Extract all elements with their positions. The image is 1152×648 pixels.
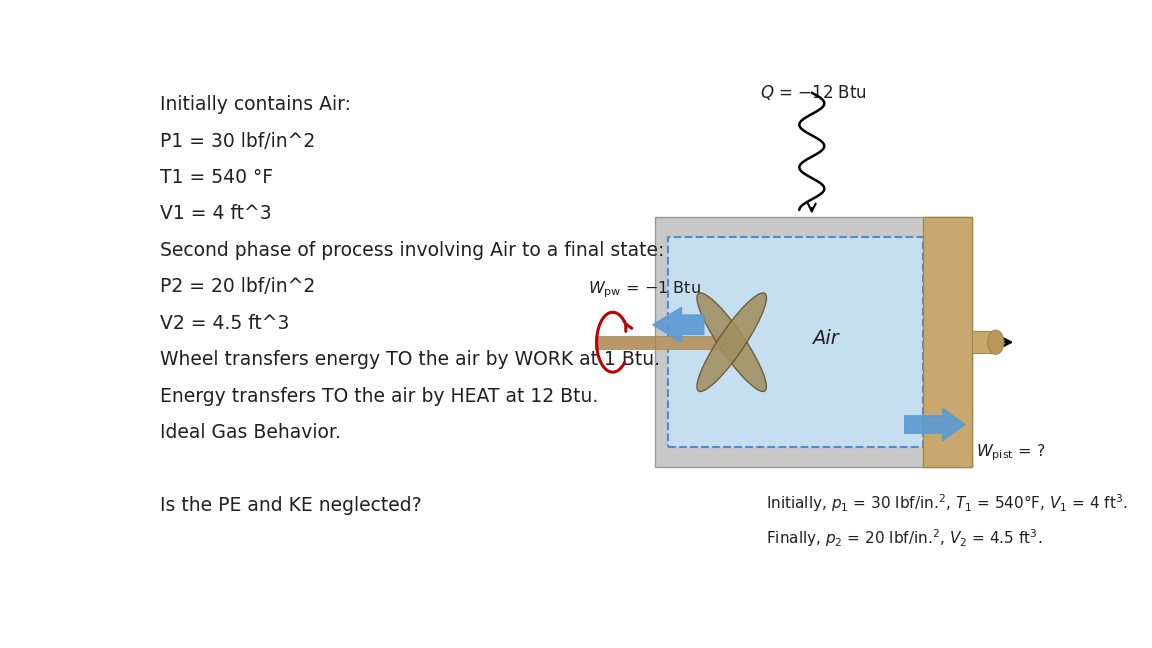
- Text: $W_{\mathregular{pist}}$ = ?: $W_{\mathregular{pist}}$ = ?: [976, 442, 1046, 463]
- Bar: [923, 218, 971, 467]
- Bar: [654, 218, 971, 467]
- Bar: [654, 336, 732, 349]
- Bar: [971, 331, 995, 353]
- Text: Initially contains Air:: Initially contains Air:: [160, 95, 351, 114]
- Ellipse shape: [697, 293, 766, 391]
- Text: Energy transfers TO the air by HEAT at 12 Btu.: Energy transfers TO the air by HEAT at 1…: [160, 387, 598, 406]
- Text: V2 = 4.5 ft^3: V2 = 4.5 ft^3: [160, 314, 289, 333]
- Text: P2 = 20 lbf/in^2: P2 = 20 lbf/in^2: [160, 277, 316, 296]
- Text: Ideal Gas Behavior.: Ideal Gas Behavior.: [160, 423, 341, 442]
- Text: $W_{\mathregular{pw}}$ = $-$1 Btu: $W_{\mathregular{pw}}$ = $-$1 Btu: [588, 280, 700, 301]
- Bar: [594, 336, 654, 349]
- Bar: [668, 237, 923, 447]
- Ellipse shape: [697, 293, 766, 391]
- Text: T1 = 540 °F: T1 = 540 °F: [160, 168, 273, 187]
- Text: $Q$ = $-$12 Btu: $Q$ = $-$12 Btu: [760, 83, 867, 102]
- Text: V1 = 4 ft^3: V1 = 4 ft^3: [160, 205, 272, 224]
- Text: Is the PE and KE neglected?: Is the PE and KE neglected?: [160, 496, 422, 515]
- Ellipse shape: [987, 330, 1003, 354]
- Text: Air: Air: [812, 329, 839, 347]
- Text: Wheel transfers energy TO the air by WORK at 1 Btu.: Wheel transfers energy TO the air by WOR…: [160, 350, 660, 369]
- Text: Initially, $p_1$ = 30 lbf/in.$^2$, $T_1$ = 540°F, $V_1$ = 4 ft$^3$.: Initially, $p_1$ = 30 lbf/in.$^2$, $T_1$…: [766, 492, 1128, 514]
- Text: Second phase of process involving Air to a final state:: Second phase of process involving Air to…: [160, 241, 665, 260]
- Polygon shape: [653, 307, 704, 342]
- Bar: [668, 237, 923, 447]
- Text: P1 = 30 lbf/in^2: P1 = 30 lbf/in^2: [160, 132, 316, 150]
- Polygon shape: [904, 408, 965, 441]
- Text: Finally, $p_2$ = 20 lbf/in.$^2$, $V_2$ = 4.5 ft$^3$.: Finally, $p_2$ = 20 lbf/in.$^2$, $V_2$ =…: [766, 527, 1043, 548]
